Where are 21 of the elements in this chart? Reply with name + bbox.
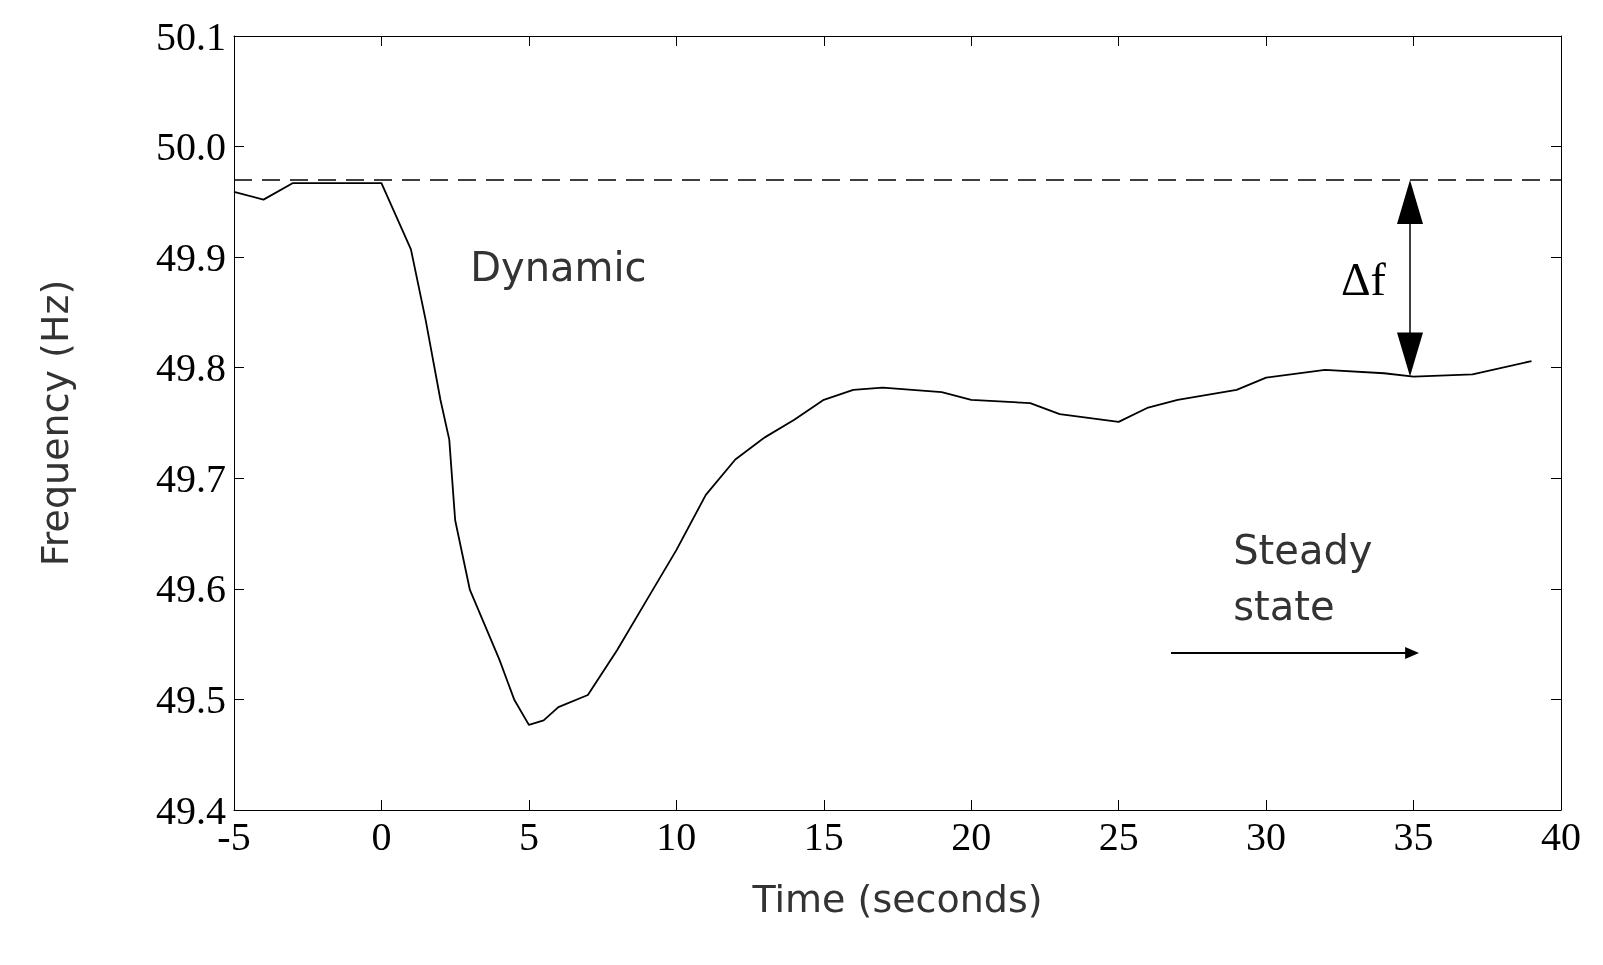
y-tick-label: 50.0 <box>156 124 226 170</box>
y-axis-title: Frequency (Hz) <box>33 279 77 567</box>
annotation: Δf <box>1340 253 1387 305</box>
x-tick-label: 10 <box>656 813 697 859</box>
x-tick-label: 5 <box>518 813 539 859</box>
x-tick-label: 0 <box>371 813 392 859</box>
y-tick-label: 50.1 <box>156 13 226 59</box>
y-tick-label: 49.9 <box>156 234 226 280</box>
x-tick-label: 35 <box>1393 813 1434 859</box>
x-tick-label: 15 <box>803 813 844 859</box>
y-tick-label: 49.6 <box>156 566 226 612</box>
x-tick-label: 25 <box>1098 813 1139 859</box>
y-tick-label: 49.7 <box>156 455 226 501</box>
x-axis-title: Time (seconds) <box>751 877 1043 921</box>
annotation: Steady state <box>1233 526 1373 629</box>
x-tick-label: 30 <box>1246 813 1287 859</box>
y-tick-label: 49.8 <box>156 345 226 391</box>
x-tick-label: 40 <box>1541 813 1581 859</box>
x-tick-label: 20 <box>951 813 992 859</box>
y-tick-label: 49.5 <box>156 676 226 722</box>
annotation: Dynamic <box>470 244 647 291</box>
